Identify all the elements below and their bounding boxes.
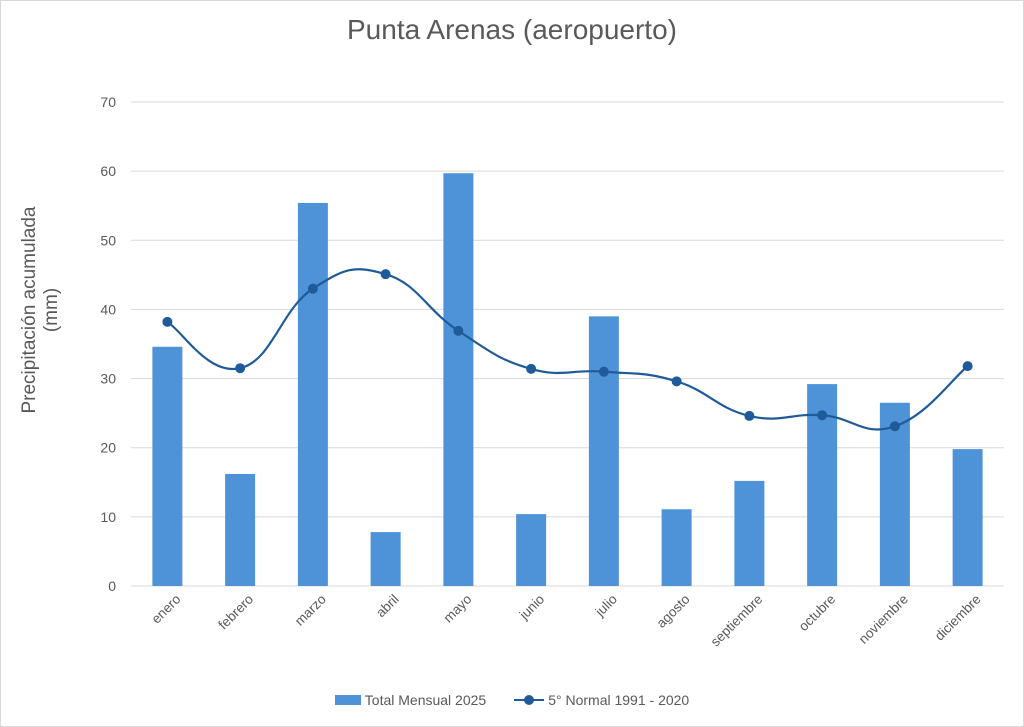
line-marker	[744, 410, 755, 421]
bar	[443, 173, 474, 586]
y-tick-label: 20	[100, 440, 116, 456]
line-marker	[380, 269, 391, 280]
normal-line	[166, 268, 969, 431]
bar	[879, 402, 910, 586]
bar	[370, 532, 401, 586]
line-marker	[235, 363, 246, 374]
bar	[225, 473, 256, 586]
x-tick-label: mayo	[441, 592, 475, 626]
line-marker	[162, 316, 173, 327]
y-tick-label: 0	[108, 578, 116, 594]
legend-item-line: 5° Normal 1991 - 2020	[514, 692, 689, 708]
y-tick-label: 70	[100, 94, 116, 110]
bar	[952, 449, 983, 586]
x-tick-label: septiembre	[708, 592, 766, 650]
bar	[661, 509, 692, 586]
x-tick-label: diciembre	[932, 592, 984, 644]
y-tick-label: 40	[100, 301, 116, 317]
x-tick-label: noviembre	[856, 592, 911, 647]
x-tick-label: marzo	[292, 592, 329, 629]
bar	[734, 480, 765, 586]
line-marker	[526, 363, 537, 374]
x-tick-label: octubre	[796, 592, 838, 634]
legend-item-bars: Total Mensual 2025	[334, 692, 487, 708]
x-tick-label: febrero	[215, 592, 256, 633]
legend: Total Mensual 2025 5° Normal 1991 - 2020	[0, 692, 1024, 708]
x-tick-label: junio	[516, 592, 547, 623]
line-marker	[307, 283, 318, 294]
legend-label-bars: Total Mensual 2025	[364, 692, 487, 708]
line-marker	[962, 361, 973, 372]
line-marker	[671, 376, 682, 387]
chart-title: Punta Arenas (aeropuerto)	[347, 14, 677, 45]
y-tick-label: 30	[100, 371, 116, 387]
x-tick-label: enero	[148, 592, 183, 627]
line-marker	[598, 366, 609, 377]
bar	[588, 316, 619, 586]
line-marker-swatch-icon	[514, 695, 545, 705]
bar	[516, 514, 547, 586]
bar	[297, 202, 328, 586]
y-tick-label: 10	[100, 509, 116, 525]
bar	[152, 346, 183, 586]
x-tick-label: abril	[373, 592, 402, 621]
line-marker	[453, 325, 464, 336]
line-marker	[889, 421, 900, 432]
y-tick-label: 60	[100, 163, 116, 179]
y-tick-label: 50	[100, 232, 116, 248]
line-marker	[817, 410, 828, 421]
x-tick-label: agosto	[653, 592, 692, 631]
bar-swatch-icon	[334, 695, 361, 705]
legend-label-line: 5° Normal 1991 - 2020	[548, 692, 690, 708]
x-tick-label: julio	[592, 592, 620, 620]
